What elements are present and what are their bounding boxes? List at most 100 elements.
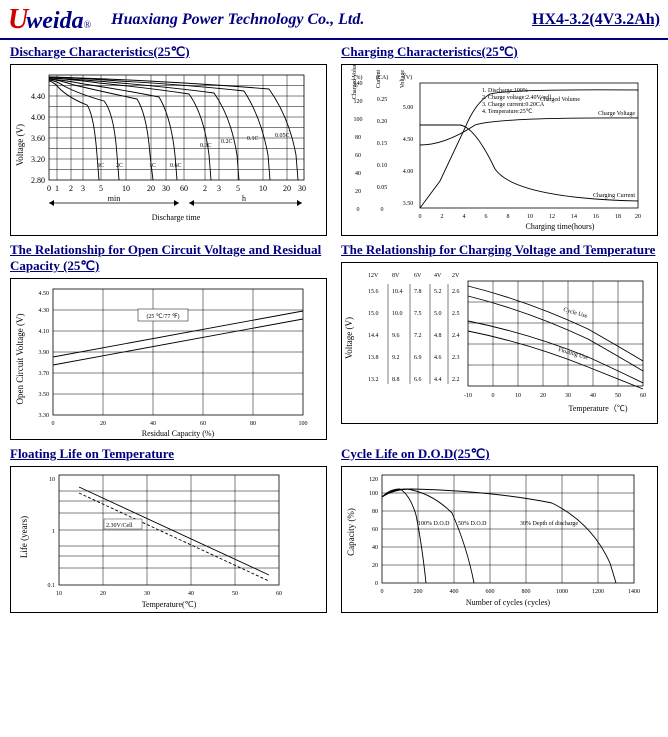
svg-text:7.5: 7.5 bbox=[414, 311, 422, 317]
svg-text:1400: 1400 bbox=[628, 589, 640, 595]
floating-chart: 2.30V/Cell 0.1 1 10 10 20 30 40 50 60 Te… bbox=[10, 466, 327, 613]
floating-section: Floating Life on Temperature bbox=[10, 446, 327, 613]
discharge-section: Discharge Characteristics(25℃) bbox=[10, 44, 327, 236]
logo-text: weida bbox=[26, 8, 83, 35]
svg-text:5.0: 5.0 bbox=[434, 311, 442, 317]
svg-text:Charging time(hours): Charging time(hours) bbox=[526, 222, 595, 231]
cycle-section: Cycle Life on D.O.D(25℃) bbox=[341, 446, 658, 613]
svg-text:2: 2 bbox=[441, 214, 444, 220]
svg-text:0: 0 bbox=[381, 589, 384, 595]
svg-text:30: 30 bbox=[144, 591, 150, 597]
svg-text:2. Charge voltage:2.40V/cell: 2. Charge voltage:2.40V/cell bbox=[482, 95, 552, 101]
discharge-title: Discharge Characteristics(25℃) bbox=[10, 44, 327, 60]
svg-text:30: 30 bbox=[565, 393, 571, 399]
svg-text:Discharge time: Discharge time bbox=[152, 213, 201, 222]
svg-text:4.00: 4.00 bbox=[31, 113, 45, 122]
svg-text:Voltage (V): Voltage (V) bbox=[15, 124, 25, 166]
svg-text:Floating Use: Floating Use bbox=[557, 347, 589, 361]
svg-text:0.15: 0.15 bbox=[377, 141, 388, 147]
svg-text:600: 600 bbox=[486, 589, 495, 595]
svg-text:40: 40 bbox=[355, 171, 361, 177]
svg-text:1: 1 bbox=[55, 184, 59, 193]
svg-text:60: 60 bbox=[200, 421, 206, 427]
svg-text:(25 ℃/77 ℉): (25 ℃/77 ℉) bbox=[146, 313, 179, 320]
svg-text:0.05: 0.05 bbox=[377, 185, 388, 191]
svg-text:Residual Capacity (%): Residual Capacity (%) bbox=[142, 429, 215, 438]
svg-text:8: 8 bbox=[507, 214, 510, 220]
svg-text:50: 50 bbox=[232, 591, 238, 597]
svg-text:5: 5 bbox=[99, 184, 103, 193]
svg-text:10: 10 bbox=[527, 214, 533, 220]
model-number: HX4-3.2(4V3.2Ah) bbox=[532, 11, 660, 29]
svg-text:4V: 4V bbox=[434, 273, 442, 279]
svg-text:3.20: 3.20 bbox=[31, 155, 45, 164]
svg-text:2V: 2V bbox=[452, 273, 460, 279]
svg-text:Number of cycles (cycles): Number of cycles (cycles) bbox=[466, 598, 551, 607]
svg-text:9.2: 9.2 bbox=[392, 355, 400, 361]
svg-text:200: 200 bbox=[414, 589, 423, 595]
svg-text:Charge Voltage: Charge Voltage bbox=[598, 111, 635, 117]
svg-text:20: 20 bbox=[372, 563, 378, 569]
svg-text:Temperature(℃): Temperature(℃) bbox=[142, 600, 197, 609]
svg-text:15.6: 15.6 bbox=[368, 289, 379, 295]
svg-text:30: 30 bbox=[298, 184, 306, 193]
svg-text:120: 120 bbox=[369, 477, 378, 483]
svg-text:10: 10 bbox=[259, 184, 267, 193]
svg-text:0.2C: 0.2C bbox=[221, 139, 233, 145]
svg-text:0: 0 bbox=[492, 393, 495, 399]
svg-text:100: 100 bbox=[354, 117, 363, 123]
svg-text:-10: -10 bbox=[464, 393, 472, 399]
svg-text:0.1: 0.1 bbox=[48, 583, 56, 589]
svg-text:2.2: 2.2 bbox=[452, 377, 460, 383]
svg-text:4.8: 4.8 bbox=[434, 333, 442, 339]
svg-text:Cycle Use: Cycle Use bbox=[562, 307, 588, 320]
svg-text:0.1C: 0.1C bbox=[247, 136, 259, 142]
svg-text:10.0: 10.0 bbox=[392, 311, 403, 317]
svg-text:20: 20 bbox=[283, 184, 291, 193]
svg-text:4.6: 4.6 bbox=[434, 355, 442, 361]
svg-text:10: 10 bbox=[122, 184, 130, 193]
svg-text:1: 1 bbox=[52, 529, 55, 535]
content-grid: Discharge Characteristics(25℃) bbox=[0, 40, 668, 617]
svg-text:Charged Volume: Charged Volume bbox=[352, 65, 358, 99]
svg-text:18: 18 bbox=[615, 214, 621, 220]
chg-temp-section: The Relationship for Charging Voltage an… bbox=[341, 242, 658, 440]
cycle-title: Cycle Life on D.O.D(25℃) bbox=[341, 446, 658, 462]
svg-text:5.00: 5.00 bbox=[403, 105, 414, 111]
floating-title: Floating Life on Temperature bbox=[10, 446, 327, 462]
svg-text:20: 20 bbox=[635, 214, 641, 220]
svg-text:6.6: 6.6 bbox=[414, 377, 422, 383]
svg-text:10: 10 bbox=[515, 393, 521, 399]
svg-text:60: 60 bbox=[640, 393, 646, 399]
svg-text:4.30: 4.30 bbox=[39, 308, 50, 314]
svg-text:5: 5 bbox=[236, 184, 240, 193]
svg-text:0: 0 bbox=[52, 421, 55, 427]
ocv-section: The Relationship for Open Circuit Voltag… bbox=[10, 242, 327, 440]
svg-text:40: 40 bbox=[372, 545, 378, 551]
charging-section: Charging Characteristics(25℃) Charged Vo… bbox=[341, 44, 658, 236]
svg-text:30: 30 bbox=[162, 184, 170, 193]
svg-text:4.50: 4.50 bbox=[403, 137, 414, 143]
svg-text:2: 2 bbox=[69, 184, 73, 193]
svg-text:Charging Current: Charging Current bbox=[593, 193, 635, 199]
svg-text:4. Temperature:25℃: 4. Temperature:25℃ bbox=[482, 109, 533, 115]
svg-text:4: 4 bbox=[463, 214, 466, 220]
svg-text:0.20: 0.20 bbox=[377, 119, 388, 125]
svg-text:3. Charge current:0.20CA: 3. Charge current:0.20CA bbox=[482, 102, 545, 108]
svg-text:7.2: 7.2 bbox=[414, 333, 422, 339]
svg-text:100: 100 bbox=[369, 491, 378, 497]
svg-text:80: 80 bbox=[355, 135, 361, 141]
svg-text:60: 60 bbox=[355, 153, 361, 159]
svg-text:3.50: 3.50 bbox=[39, 392, 50, 398]
svg-text:7.8: 7.8 bbox=[414, 289, 422, 295]
svg-text:40: 40 bbox=[150, 421, 156, 427]
svg-text:20: 20 bbox=[540, 393, 546, 399]
svg-text:0: 0 bbox=[419, 214, 422, 220]
svg-text:Voltage (V): Voltage (V) bbox=[344, 317, 354, 359]
svg-text:0.25: 0.25 bbox=[377, 97, 388, 103]
svg-text:0: 0 bbox=[357, 207, 360, 213]
svg-text:8V: 8V bbox=[392, 273, 400, 279]
svg-text:4.50: 4.50 bbox=[39, 291, 50, 297]
svg-text:0.6C: 0.6C bbox=[170, 163, 182, 169]
svg-text:0: 0 bbox=[375, 581, 378, 587]
